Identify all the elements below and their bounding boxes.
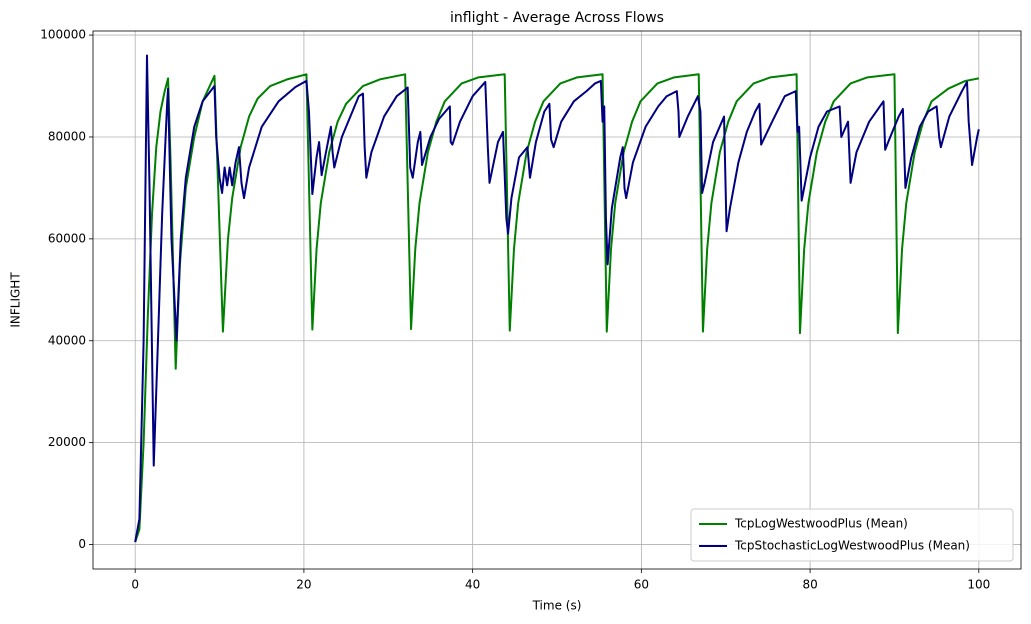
series-line [134, 54, 980, 543]
y-tick-label: 0 [78, 537, 86, 551]
chart-title: inflight - Average Across Flows [450, 10, 664, 26]
x-tick-label: 100 [967, 578, 990, 592]
y-tick-label: 20000 [48, 435, 86, 449]
y-tick-label: 80000 [48, 129, 86, 143]
y-tick-label: 40000 [48, 333, 86, 347]
x-tick-label: 20 [296, 578, 311, 592]
legend-box [690, 508, 1014, 562]
legend-label: TcpLogWestwoodPlus (Mean) [734, 517, 908, 531]
x-tick-label: 60 [634, 578, 649, 592]
legend: TcpLogWestwoodPlus (Mean) TcpStochasticLo… [690, 508, 1014, 562]
legend-label: TcpStochasticLogWestwoodPlus (Mean) [734, 539, 970, 553]
series-line [134, 73, 980, 543]
y-axis-label: INFLIGHT [9, 272, 23, 328]
y-tick-label: 100000 [40, 28, 86, 42]
x-axis-label: Time (s) [532, 599, 582, 613]
x-tick-label: 40 [465, 578, 480, 592]
x-tick-label: 80 [802, 578, 817, 592]
plot-frame [92, 30, 1022, 570]
x-tick-label: 0 [131, 578, 139, 592]
y-tick-label: 60000 [48, 231, 86, 245]
